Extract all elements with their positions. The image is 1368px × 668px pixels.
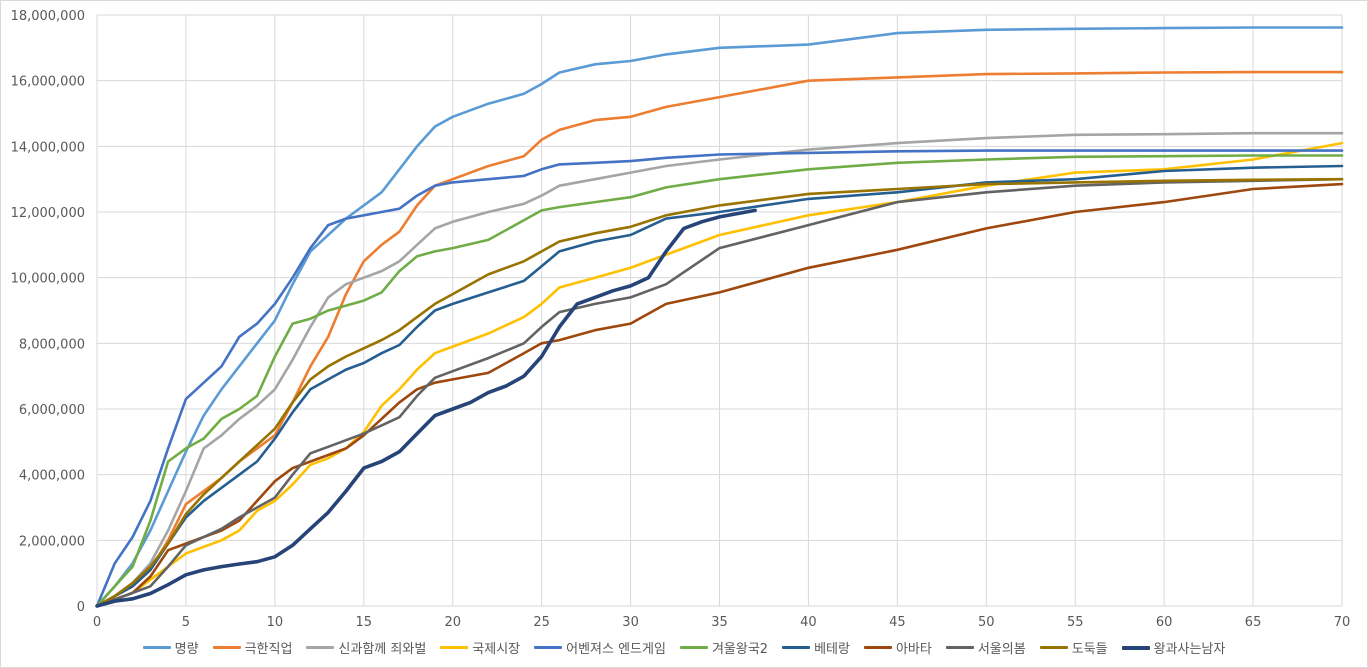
series-line: [95, 208, 757, 608]
legend-label: 도둑들: [1071, 642, 1108, 657]
y-tick-label: 0: [77, 600, 85, 615]
legend-swatch: [679, 646, 708, 649]
y-tick-label: 6,000,000: [19, 403, 85, 418]
legend-item: 베테랑: [782, 638, 850, 657]
legend-swatch: [1039, 646, 1068, 649]
series-line: [95, 177, 1344, 608]
series-line: [95, 149, 1344, 608]
y-tick-label: 2,000,000: [19, 534, 85, 549]
series-line: [95, 131, 1344, 608]
x-tick-label: 50: [978, 615, 995, 630]
series-line: [95, 141, 1344, 608]
series-line: [95, 177, 1344, 608]
legend-item: 도둑들: [1039, 638, 1108, 657]
legend-swatch: [782, 646, 811, 649]
legend-swatch: [142, 646, 171, 649]
y-tick-label: 16,000,000: [11, 75, 85, 90]
legend-item: 어벤져스 엔드게임: [534, 638, 666, 657]
series-line: [95, 154, 1344, 608]
series-line: [95, 164, 1344, 608]
legend-swatch: [440, 646, 469, 649]
legend-label: 베테랑: [814, 642, 850, 657]
y-tick-label: 10,000,000: [11, 272, 85, 287]
legend-item: 국제시장: [440, 638, 520, 657]
series-line: [95, 26, 1344, 608]
legend-label: 명량: [174, 642, 199, 657]
series-line: [95, 70, 1344, 608]
x-tick-label: 0: [93, 615, 101, 630]
legend-swatch: [534, 646, 563, 649]
legend-label: 신과함께 죄와벌: [338, 642, 427, 657]
x-tick-label: 25: [533, 615, 550, 630]
legend-item: 신과함께 죄와벌: [306, 638, 426, 657]
legend-label: 국제시장: [472, 642, 521, 657]
legend-label: 어벤져스 엔드게임: [566, 642, 666, 657]
legend-swatch: [945, 646, 974, 649]
x-tick-label: 5: [182, 615, 190, 630]
legend-item: 왕과사는남자: [1121, 638, 1226, 657]
legend-label: 서울의봄: [977, 642, 1026, 657]
legend-label: 겨울왕국2: [711, 642, 769, 657]
x-tick-label: 55: [1067, 615, 1084, 630]
x-tick-label: 65: [1245, 615, 1262, 630]
legend-item: 극한직업: [212, 638, 293, 657]
x-tick-label: 45: [889, 615, 906, 630]
x-tick-label: 20: [444, 615, 461, 630]
y-tick-label: 4,000,000: [19, 469, 85, 484]
legend-item: 겨울왕국2: [679, 638, 769, 657]
y-tick-label: 12,000,000: [11, 206, 85, 221]
x-tick-label: 15: [356, 615, 373, 630]
y-tick-label: 14,000,000: [11, 140, 85, 155]
legend-item: 아바타: [863, 638, 932, 657]
x-tick-label: 60: [1156, 615, 1173, 630]
x-tick-label: 10: [267, 615, 284, 630]
legend-label: 아바타: [895, 642, 932, 657]
legend-label: 극한직업: [244, 642, 293, 657]
legend-swatch: [863, 646, 892, 649]
legend-item: 명량: [142, 638, 199, 657]
y-tick-label: 18,000,000: [11, 9, 85, 24]
x-tick-label: 30: [622, 615, 639, 630]
x-tick-label: 70: [1334, 615, 1351, 630]
legend-label: 왕과사는남자: [1153, 642, 1226, 657]
legend-item: 서울의봄: [945, 638, 1026, 657]
legend-swatch: [1121, 645, 1150, 650]
x-tick-label: 40: [800, 615, 817, 630]
y-tick-label: 8,000,000: [19, 337, 85, 352]
x-tick-label: 35: [711, 615, 728, 630]
legend-swatch: [212, 646, 241, 649]
legend: 명량 극한직업 신과함께 죄와벌 국제시장 어벤져스 엔드게임 겨울왕국2 베테랑 아바타 서울…: [0, 638, 1368, 657]
legend-swatch: [306, 646, 335, 649]
